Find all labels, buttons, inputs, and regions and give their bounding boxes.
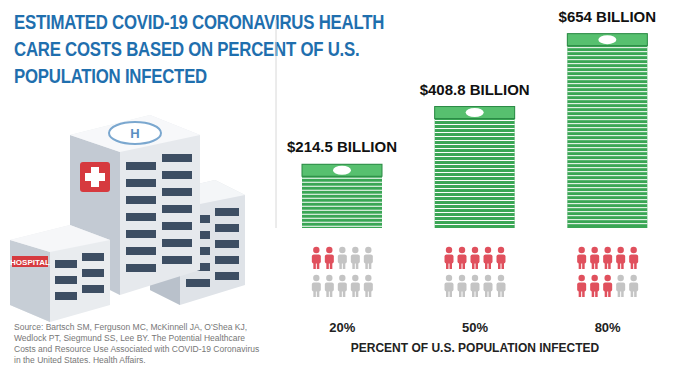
svg-text:50%: 50% <box>462 320 488 335</box>
svg-text:$408.8 BILLION: $408.8 BILLION <box>420 81 530 98</box>
svg-text:20%: 20% <box>329 320 355 335</box>
svg-text:$654 BILLION: $654 BILLION <box>559 8 657 25</box>
html-text:Source: Bartsch SM, Ferguson M: Source: Bartsch SM, Ferguson MC, McKinne… <box>14 322 260 365</box>
svg-text:80%: 80% <box>595 320 621 335</box>
svg-text:PERCENT OF U.S. POPULATION INF: PERCENT OF U.S. POPULATION INFECTED <box>351 341 600 355</box>
svg-text:HOSPITAL: HOSPITAL <box>10 258 50 267</box>
svg-text:H: H <box>130 126 139 141</box>
html-text:ESTIMATED COVID-19 CORONAVIRUS: ESTIMATED COVID-19 CORONAVIRUS HEALTH CA… <box>14 10 385 87</box>
svg-text:$214.5 BILLION: $214.5 BILLION <box>287 138 397 155</box>
